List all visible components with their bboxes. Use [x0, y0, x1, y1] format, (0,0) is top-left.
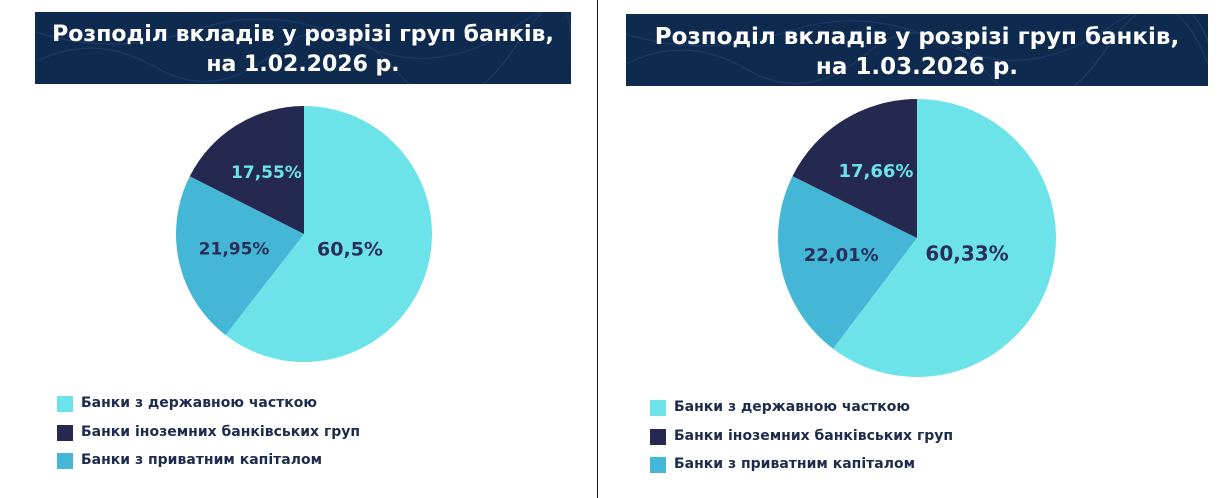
chart-title-banner: Розподіл вкладів у розрізі груп банків, …	[626, 14, 1208, 86]
legend-label: Банки іноземних банківських груп	[674, 428, 954, 444]
legend-swatch	[650, 400, 666, 416]
legend-swatch	[57, 396, 73, 412]
legend-swatch	[650, 457, 666, 473]
pie-chart: 60,5% 21,95% 17,55%	[175, 106, 432, 362]
pie-label-private-banks: 22,01%	[804, 245, 879, 266]
chart-title-line-2: на 1.03.2026 р.	[815, 54, 1019, 80]
chart-legend: Банки з державною часткою Банки іноземни…	[57, 392, 377, 472]
legend-label: Банки з державною часткою	[81, 395, 318, 411]
pie-label-foreign-banks: 17,55%	[231, 163, 302, 183]
pie-slice-state-banks	[225, 106, 432, 362]
chart-panel-february: Розподіл вкладів у розрізі груп банків, …	[0, 0, 571, 498]
pie-label-state-banks: 60,5%	[317, 238, 383, 260]
chart-title-line-1: Розподіл вкладів у розрізі груп банків,	[52, 22, 554, 47]
pie-slice-foreign-banks	[189, 106, 304, 234]
chart-title-line-2: на 1.02.2026 р.	[206, 52, 400, 77]
panel-divider	[597, 0, 598, 498]
legend-label: Банки іноземних банківських груп	[81, 424, 361, 440]
chart-title-line-1: Розподіл вкладів у розрізі груп банків,	[654, 24, 1180, 50]
chart-title-banner: Розподіл вкладів у розрізі груп банків, …	[35, 12, 571, 84]
chart-panel-march: Розподіл вкладів у розрізі груп банків, …	[598, 0, 1221, 498]
pie-slice-private-banks	[175, 176, 304, 336]
legend-swatch	[57, 425, 73, 441]
legend-label: Банки з приватним капіталом	[674, 456, 916, 472]
pie-label-state-banks: 60,33%	[925, 241, 1008, 265]
pie-label-foreign-banks: 17,66%	[839, 161, 914, 182]
pie-label-private-banks: 21,95%	[199, 240, 270, 260]
chart-legend: Банки з державною часткою Банки іноземни…	[650, 396, 1010, 476]
legend-label: Банки з державною часткою	[674, 399, 911, 415]
pie-slice-state-banks	[832, 99, 1056, 377]
pie-slice-private-banks	[778, 176, 917, 349]
legend-swatch	[57, 453, 73, 469]
legend-label: Банки з приватним капіталом	[81, 452, 323, 468]
pie-chart: 60,33% 22,01% 17,66%	[778, 99, 1056, 377]
pie-slice-foreign-banks	[792, 99, 917, 238]
legend-swatch	[650, 429, 666, 445]
